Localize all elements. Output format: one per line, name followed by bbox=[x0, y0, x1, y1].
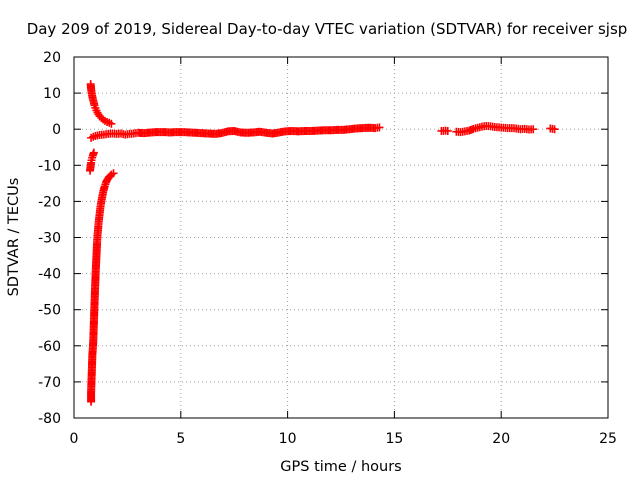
data-point bbox=[89, 148, 98, 157]
y-tick-label: -30 bbox=[38, 231, 61, 247]
data-points bbox=[86, 80, 559, 406]
data-point-fill bbox=[471, 124, 480, 133]
y-tick-label: -20 bbox=[38, 194, 61, 210]
x-tick-label: 5 bbox=[176, 431, 185, 447]
data-point-fill bbox=[548, 124, 557, 133]
series-4 bbox=[437, 126, 452, 136]
y-tick-label: -80 bbox=[38, 411, 61, 427]
series-3 bbox=[87, 123, 384, 142]
y-tick-label: 0 bbox=[52, 122, 61, 138]
data-point-fill bbox=[86, 160, 95, 169]
data-point-fill bbox=[90, 99, 99, 108]
data-point-fill bbox=[106, 171, 115, 180]
y-tick-label: -60 bbox=[38, 339, 61, 355]
chart-title: Day 209 of 2019, Sidereal Day-to-day VTE… bbox=[27, 20, 628, 38]
data-point-fill bbox=[439, 126, 448, 135]
y-tick-label: -10 bbox=[38, 158, 61, 174]
x-axis-ticks: 0 5 10 15 20 25 bbox=[70, 57, 617, 447]
series-5 bbox=[452, 121, 538, 137]
x-tick-label: 15 bbox=[385, 431, 403, 447]
x-tick-label: 10 bbox=[279, 431, 297, 447]
y-tick-label: -50 bbox=[38, 303, 61, 319]
y-tick-label: -70 bbox=[38, 375, 61, 391]
y-axis-ticks: 20 10 0 -10 -20 -30 -40 -50 -60 -70 -80 bbox=[38, 50, 608, 427]
x-axis-label: GPS time / hours bbox=[280, 459, 401, 475]
x-tick-label: 25 bbox=[599, 431, 617, 447]
data-point-fill bbox=[527, 125, 536, 134]
y-tick-label: 10 bbox=[43, 86, 61, 102]
series-1 bbox=[87, 169, 118, 406]
series-6 bbox=[546, 124, 559, 134]
series-2 bbox=[86, 148, 98, 175]
x-tick-label: 20 bbox=[492, 431, 510, 447]
data-point-fill bbox=[373, 123, 382, 132]
data-point-fill bbox=[463, 127, 472, 136]
data-point-fill bbox=[468, 125, 477, 134]
y-tick-label: 20 bbox=[43, 50, 61, 66]
grid bbox=[74, 57, 608, 418]
x-tick-label: 0 bbox=[70, 431, 79, 447]
data-point bbox=[107, 119, 116, 128]
series-0 bbox=[86, 80, 116, 128]
y-axis-label: SDTVAR / TECUs bbox=[6, 178, 22, 297]
y-tick-label: -40 bbox=[38, 267, 61, 283]
data-point-fill bbox=[475, 123, 484, 132]
